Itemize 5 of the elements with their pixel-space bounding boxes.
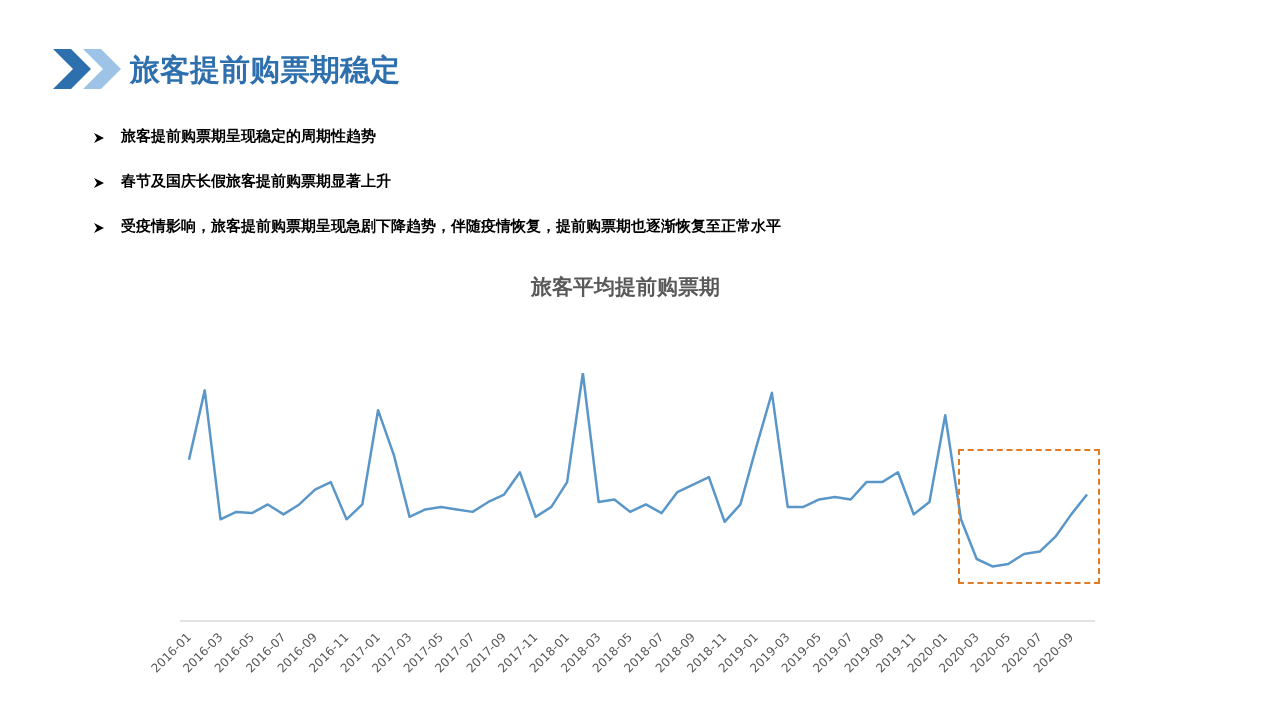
text: 春节及国庆长假旅客提前购票期显著上升 [121, 172, 391, 191]
text: 旅客提前购票期呈现稳定的周期性趋势 [121, 127, 376, 146]
text: 旅客提前购票期稳定 [130, 51, 400, 89]
chart-title: 旅客平均提前购票期 [529, 274, 721, 301]
text: 受疫情影响，旅客提前购票期呈现急剧下降趋势，伴随疫情恢复，提前购票期也逐渐恢复至正常水平 [121, 217, 781, 236]
